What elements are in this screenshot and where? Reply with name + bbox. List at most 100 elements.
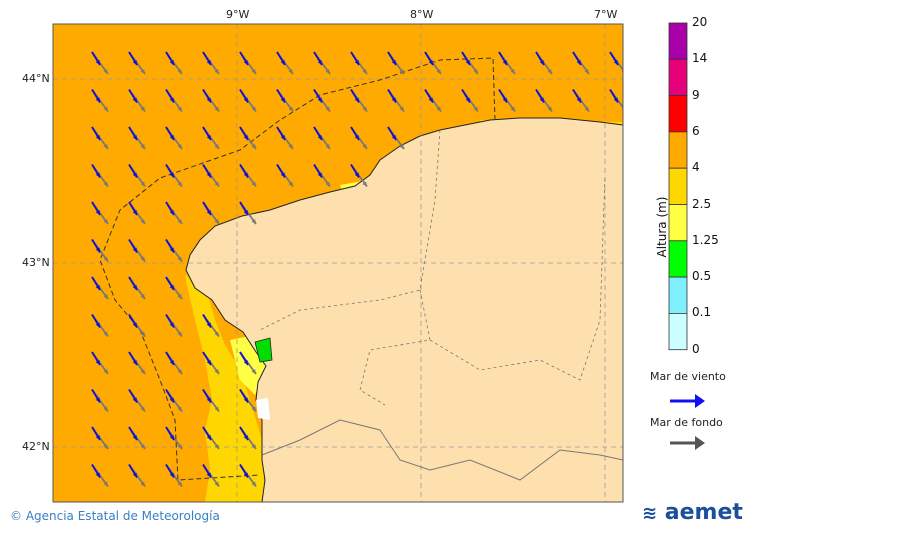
wind-sea-arrow-head	[206, 322, 211, 328]
wind-sea-arrow-head	[169, 172, 174, 178]
swell-arrow-head	[103, 69, 108, 74]
swell-arrow-head	[399, 69, 404, 74]
swell-arrow-head	[103, 406, 108, 412]
swell-arrow-head	[251, 181, 256, 187]
swell-arrow-head	[214, 369, 219, 374]
lon-label: 8°W	[410, 8, 434, 21]
wind-sea-arrow-head	[280, 135, 285, 140]
wind-sea-arrow-head	[132, 397, 137, 403]
swell-arrow-head	[177, 106, 182, 112]
wind-sea-arrow-head	[391, 135, 396, 140]
colorbar-segment	[668, 240, 688, 278]
wind-sea-arrow-head	[206, 360, 211, 365]
swell-arrow-head	[251, 219, 256, 224]
wind-sea-arrow-head	[280, 172, 285, 178]
swell-arrow-head	[325, 144, 330, 149]
wind-sea-arrow-head	[169, 397, 174, 403]
colorbar-tick-label: 0.1	[692, 305, 712, 320]
colorbar-segment	[668, 204, 688, 242]
wave-direction-arrows	[91, 51, 623, 488]
swell-arrow-head	[584, 106, 589, 112]
wind-sea-arrow-head	[317, 60, 322, 65]
swell-arrow-head	[547, 106, 552, 112]
swell-arrow-head	[140, 144, 145, 149]
lat-label: 44°N	[22, 72, 50, 85]
wind-sea-arrow-head	[169, 247, 174, 253]
province-borders	[259, 129, 606, 406]
legend-wind-sea-arrow-icon	[670, 394, 705, 408]
colorbar-tick-label: 4	[692, 160, 700, 175]
colorbar-tick-label: 0.5	[692, 269, 712, 284]
swell-arrow-head	[177, 481, 182, 487]
wind-sea-arrow-head	[243, 172, 248, 178]
swell-arrow-head	[214, 331, 219, 337]
wind-sea-arrow-head	[243, 210, 248, 215]
wind-sea-arrow-head	[428, 60, 433, 65]
wind-sea-arrow-head	[576, 60, 581, 65]
swell-arrow-head	[103, 219, 108, 224]
swell-arrow-head	[362, 181, 367, 187]
swell-arrow-head	[103, 481, 108, 487]
swell-arrow-head	[584, 69, 589, 74]
swell-arrow-head	[103, 106, 108, 112]
maritime-zone-boundary	[99, 57, 496, 481]
wind-sea-arrow-head	[465, 97, 470, 103]
swell-arrow-head	[362, 144, 367, 149]
swell-arrow-head	[473, 106, 478, 112]
colorbar-segment	[668, 58, 688, 96]
wind-sea-arrow-head	[132, 322, 137, 328]
swell-arrow-head	[547, 69, 552, 74]
wind-sea-arrow-head	[95, 210, 100, 215]
legend-swell-label: Mar de fondo	[650, 416, 723, 429]
coastal-band-gold	[185, 275, 265, 502]
swell-arrow-head	[103, 294, 108, 299]
wind-sea-arrow-head	[243, 472, 248, 478]
swell-arrow-head	[251, 106, 256, 112]
swell-arrow-head	[473, 69, 478, 74]
colorbar-tick-label: 2.5	[692, 196, 712, 211]
wind-sea-arrow-head	[169, 472, 174, 478]
swell-arrow-head	[177, 69, 182, 74]
wind-sea-arrow-head	[132, 210, 137, 215]
swell-arrow-head	[103, 369, 108, 374]
swell-arrow-head	[288, 69, 293, 74]
swell-arrow-head	[140, 294, 145, 299]
wind-sea-arrow-head	[280, 60, 285, 65]
colorbar-segment	[668, 131, 688, 169]
wind-sea-arrow-head	[132, 172, 137, 178]
swell-arrow-head	[510, 69, 515, 74]
colorbar-tick-label: 1.25	[692, 232, 719, 247]
wind-sea-arrow-head	[391, 97, 396, 103]
swell-arrow-head	[140, 406, 145, 412]
lon-label: 9°W	[226, 8, 250, 21]
swell-arrow-head	[325, 106, 330, 112]
wind-sea-arrow-head	[169, 60, 174, 65]
swell-arrow-head	[140, 444, 145, 449]
swell-arrow-head	[140, 181, 145, 187]
swell-arrow-head	[251, 144, 256, 149]
wind-sea-arrow-head	[132, 97, 137, 103]
wind-sea-arrow-head	[132, 360, 137, 365]
wind-sea-arrow-head	[206, 60, 211, 65]
wind-sea-arrow-head	[243, 97, 248, 103]
wind-sea-arrow-head	[169, 435, 174, 440]
wind-sea-arrow-head	[206, 172, 211, 178]
wind-sea-arrow-head	[132, 435, 137, 440]
wind-sea-arrow-head	[465, 60, 470, 65]
swell-arrow-head	[177, 331, 182, 337]
legend-swell-arrow-icon	[670, 436, 705, 450]
wind-sea-arrow-head	[95, 322, 100, 328]
swell-arrow-head	[214, 69, 219, 74]
swell-arrow-head	[140, 69, 145, 74]
aemet-logo: ≋ aemet	[642, 500, 743, 525]
swell-arrow-head	[362, 69, 367, 74]
wind-sea-arrow-head	[95, 435, 100, 440]
grid-lines	[53, 24, 623, 502]
wind-sea-arrow-head	[206, 210, 211, 215]
wind-sea-arrow-head	[280, 97, 285, 103]
swell-arrow-head	[103, 144, 108, 149]
swell-arrow-head	[251, 444, 256, 449]
swell-arrow-head	[510, 106, 515, 112]
wind-sea-arrow-head	[502, 97, 507, 103]
swell-arrow-head	[140, 106, 145, 112]
